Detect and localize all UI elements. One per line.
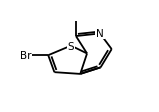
- Text: S: S: [68, 41, 74, 51]
- Text: Br: Br: [20, 51, 31, 61]
- Text: N: N: [96, 29, 104, 39]
